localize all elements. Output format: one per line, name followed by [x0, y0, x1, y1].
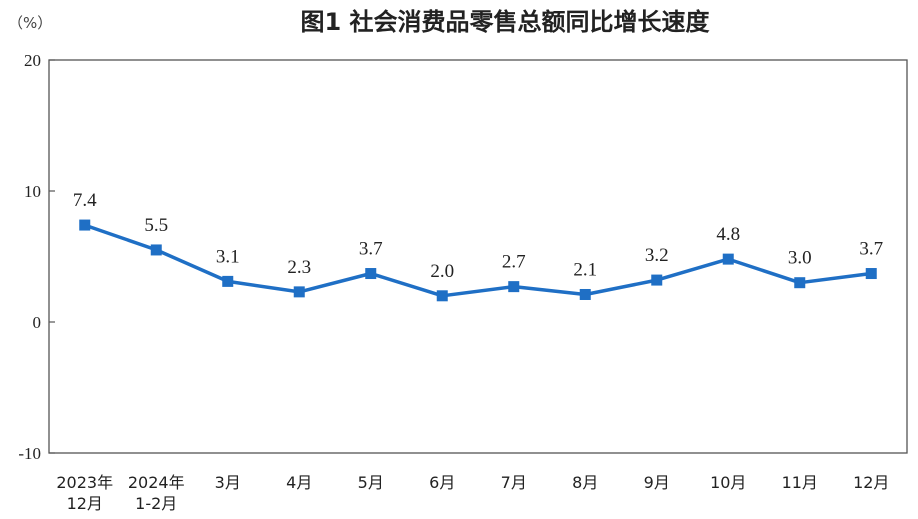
- data-label: 3.2: [645, 245, 669, 266]
- y-axis: 20 10 0 -10: [18, 51, 55, 463]
- data-label: 3.7: [859, 239, 883, 260]
- x-axis: 2023年 12月 2024年 1-2月 3月 4月 5月 6月 7月 8月 9月 10月 11月 12月: [56, 473, 889, 513]
- data-label: 2.7: [502, 252, 526, 273]
- x-tick-label: 10月: [710, 473, 746, 492]
- y-tick-label: -10: [18, 444, 41, 463]
- x-tick-label: 9月: [644, 473, 670, 492]
- data-label: 5.5: [144, 215, 168, 236]
- data-point-marker: [579, 288, 591, 300]
- data-point-marker: [651, 274, 663, 286]
- x-tick-label: 2023年 12月: [56, 473, 113, 513]
- data-label-layer: 7.4 5.5 3.1 2.3 3.7 2.0 2.7 2.1 3.2 4.8 3.0 3.7: [73, 190, 883, 282]
- chart-title: 图1 社会消费品零售总额同比增长速度: [300, 8, 710, 36]
- y-tick-label: 10: [24, 182, 41, 201]
- data-label: 2.3: [287, 257, 311, 278]
- data-point-marker: [293, 286, 305, 298]
- y-tick-label: 0: [33, 313, 42, 332]
- data-point-marker: [365, 268, 377, 280]
- x-tick-label: 7月: [501, 473, 527, 492]
- data-label: 3.7: [359, 239, 383, 260]
- data-point-marker: [508, 281, 520, 293]
- data-label: 2.1: [573, 259, 597, 280]
- data-point-marker: [865, 268, 877, 280]
- data-label: 4.8: [716, 224, 740, 245]
- data-label: 7.4: [73, 190, 97, 211]
- data-point-marker: [222, 275, 234, 287]
- x-tick-label: 11月: [782, 473, 818, 492]
- x-tick-label: 12月: [853, 473, 889, 492]
- data-point-marker: [79, 219, 91, 231]
- x-tick-label: 2024年 1-2月: [128, 473, 185, 513]
- y-unit-label: （%）: [8, 14, 52, 32]
- data-point-marker: [150, 244, 162, 256]
- x-tick-label: 5月: [358, 473, 384, 492]
- data-label: 3.0: [788, 248, 812, 269]
- plot-area-frame: [48, 59, 908, 454]
- data-label: 2.0: [430, 261, 454, 282]
- x-tick-label: 4月: [286, 473, 312, 492]
- x-tick-label: 3月: [215, 473, 241, 492]
- data-point-marker: [794, 277, 806, 289]
- series-layer: [79, 219, 877, 302]
- data-point-marker: [722, 253, 734, 265]
- x-tick-label: 6月: [429, 473, 455, 492]
- x-tick-label: 8月: [572, 473, 598, 492]
- series-line: [84, 223, 872, 298]
- y-tick-label: 20: [24, 51, 41, 70]
- data-point-marker: [436, 290, 448, 302]
- data-label: 3.1: [216, 246, 240, 267]
